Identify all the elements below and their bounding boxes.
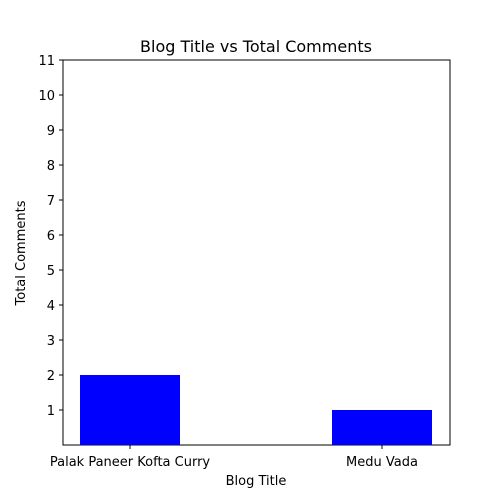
bars-group [80, 375, 432, 445]
y-tick-label-0: 1 [47, 404, 55, 419]
y-tick-label-8: 9 [47, 124, 55, 139]
y-tick-label-4: 5 [47, 264, 55, 279]
y-tick-label-10: 11 [38, 54, 55, 69]
plot-area-frame [62, 59, 451, 446]
y-tick-label-5: 6 [47, 229, 55, 244]
bar-1 [332, 410, 432, 445]
x-axis-ticks: Palak Paneer Kofta Curry Medu Vada [50, 445, 418, 470]
y-tick-label-2: 3 [47, 334, 55, 349]
y-tick-label-6: 7 [47, 194, 55, 209]
y-tick-label-1: 2 [47, 369, 55, 384]
y-axis-ticks: 1 2 3 4 5 6 7 8 9 10 11 [38, 54, 63, 419]
x-tick-label-1: Medu Vada [346, 455, 418, 470]
y-tick-label-9: 10 [38, 89, 55, 104]
chart-title: Blog Title vs Total Comments [140, 37, 372, 56]
bar-0 [80, 375, 180, 445]
y-axis-label: Total Comments [14, 200, 29, 306]
x-axis-label: Blog Title [226, 474, 287, 489]
x-tick-label-0: Palak Paneer Kofta Curry [50, 455, 211, 470]
y-tick-label-3: 4 [47, 299, 55, 314]
y-tick-label-7: 8 [47, 159, 55, 174]
